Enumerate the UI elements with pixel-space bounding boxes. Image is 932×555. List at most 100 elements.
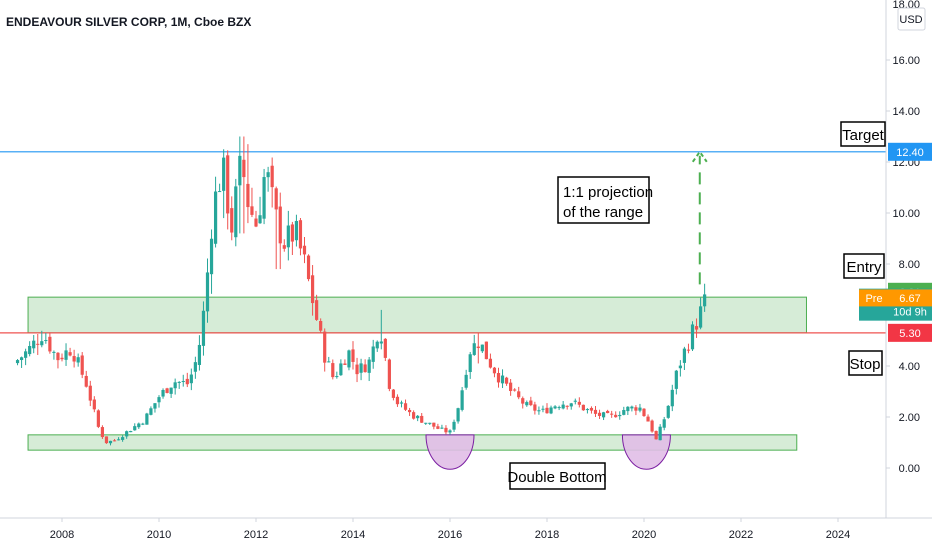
candle-body: [310, 275, 315, 304]
candle: [177, 381, 181, 389]
support-zone[interactable]: [27, 434, 798, 451]
candle-body: [694, 326, 699, 330]
candle-body: [40, 341, 44, 346]
candle: [250, 187, 254, 218]
candle-body: [577, 401, 581, 405]
candle-body: [593, 409, 598, 414]
candle: [52, 350, 56, 360]
x-tick-label: 2010: [147, 529, 171, 541]
candle: [585, 408, 590, 414]
candle-body: [496, 372, 501, 383]
candle: [618, 411, 622, 420]
candle: [678, 360, 682, 377]
candle: [205, 258, 210, 323]
candle-body: [517, 391, 521, 398]
pre-tag-prefix: Pre: [865, 293, 882, 305]
stop-label-text: Stop: [850, 356, 881, 373]
candle-body: [420, 415, 424, 423]
double-bottom-2[interactable]: [621, 434, 671, 470]
candle: [444, 425, 448, 435]
candle: [460, 386, 464, 412]
candle: [500, 369, 505, 389]
candle-body: [686, 349, 691, 351]
candle: [407, 407, 412, 416]
candle: [44, 332, 48, 344]
projection-arrow: [691, 150, 708, 285]
candle: [72, 349, 76, 368]
candle: [694, 318, 699, 338]
candle: [488, 353, 493, 369]
candle-body: [141, 423, 145, 425]
stop-tag-bg: [888, 323, 932, 342]
candle: [484, 341, 488, 360]
candle: [387, 358, 391, 392]
candle: [282, 239, 286, 252]
candle-body: [52, 351, 56, 353]
candle-body: [315, 300, 319, 320]
candle: [666, 405, 670, 419]
candle: [88, 380, 92, 407]
candle-body: [44, 340, 48, 342]
candle-body: [173, 382, 177, 389]
candle: [149, 406, 153, 416]
candle: [258, 196, 262, 224]
candle-body: [306, 255, 311, 280]
candle-body: [549, 407, 553, 414]
candle-body: [703, 294, 707, 307]
candle: [213, 176, 218, 248]
candle: [40, 330, 44, 348]
double-bottom-shapes: [425, 434, 671, 470]
candle-body: [561, 404, 565, 409]
candle-body: [553, 406, 557, 409]
candle-body: [537, 410, 541, 412]
candle: [513, 388, 517, 392]
candle-body: [84, 375, 88, 387]
candle-body: [104, 436, 109, 444]
candle-body: [622, 410, 626, 415]
candle: [517, 386, 521, 400]
candle: [601, 411, 606, 421]
candle-body: [108, 440, 113, 444]
candle-body: [399, 402, 404, 404]
entry-label: Entry: [843, 253, 885, 279]
candle-body: [682, 348, 687, 363]
candle: [521, 396, 525, 409]
pre-tag-value-bg: [889, 289, 932, 307]
candle-body: [177, 381, 181, 383]
candle-body: [270, 165, 274, 188]
currency-text: USD: [899, 14, 922, 26]
candle: [670, 384, 674, 412]
candle: [480, 344, 484, 354]
candle: [581, 404, 585, 411]
time-axis[interactable]: 2008 2010 2012 2014 2016 2018 2020 2022 2024: [50, 518, 850, 541]
candle: [218, 183, 222, 193]
candle-body: [480, 344, 484, 352]
candle: [496, 367, 501, 388]
candle-body: [488, 358, 493, 368]
resistance-zone[interactable]: [27, 296, 807, 334]
candle: [129, 430, 133, 433]
candle: [658, 424, 662, 441]
candle-body: [452, 421, 456, 430]
candle: [525, 400, 529, 407]
candle-body: [387, 359, 391, 389]
candle-body: [533, 404, 537, 411]
candle-body: [133, 426, 137, 431]
candle-body: [339, 363, 343, 376]
candle-body: [367, 359, 371, 373]
candle: [428, 422, 432, 425]
candle-body: [145, 413, 149, 425]
candle: [432, 422, 436, 430]
candle: [468, 351, 472, 379]
candle: [335, 371, 339, 379]
candle: [577, 397, 581, 408]
candle: [448, 429, 452, 435]
candle: [597, 409, 602, 419]
candle: [64, 343, 68, 366]
candle-body: [444, 427, 448, 433]
double-bottom-1[interactable]: [425, 434, 475, 470]
x-tick-label: 2020: [632, 529, 656, 541]
candle-body: [88, 385, 92, 401]
candle: [589, 406, 594, 414]
